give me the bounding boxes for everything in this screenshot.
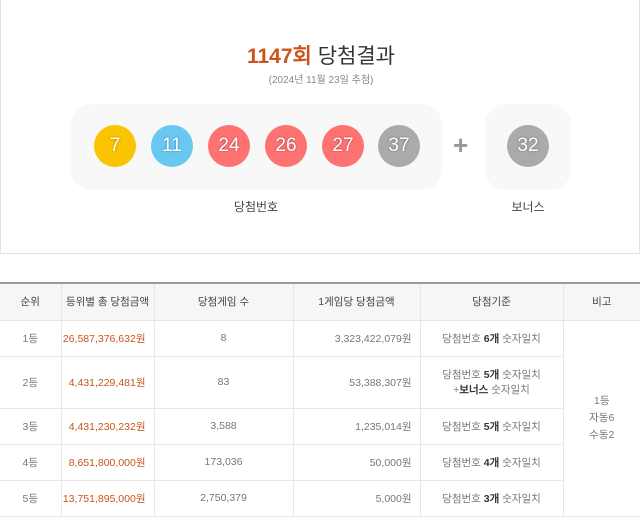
ball: 11 xyxy=(151,125,193,167)
criteria-cell: 당첨번호 5개 숫자일치 +보너스 숫자일치 xyxy=(419,356,563,409)
table-row: 2등 4,431,229,481원 83 53,388,307원 당첨번호 5개… xyxy=(0,356,640,409)
page-title: 1147회 당첨결과 xyxy=(1,40,640,70)
total-amount-cell: 4,431,230,232원 xyxy=(60,408,154,445)
total-amount-cell: 13,751,895,000원 xyxy=(60,480,154,517)
games-cell: 173,036 xyxy=(153,444,293,481)
rank-cell: 3등 xyxy=(0,408,61,445)
col-total: 등위별 총 당첨금액 xyxy=(60,282,154,321)
table-header: 순위 등위별 총 당첨금액 당첨게임 수 1게임당 당첨금액 당첨기준 비고 xyxy=(0,282,640,321)
col-rank: 순위 xyxy=(0,282,61,321)
games-cell: 3,588 xyxy=(153,408,293,445)
col-note: 비고 xyxy=(562,282,640,321)
rank-cell: 1등 xyxy=(0,320,61,357)
per-game-amount-cell: 3,323,422,079원 xyxy=(292,320,420,357)
table-row: 4등 8,651,800,000원 173,036 50,000원 당첨번호 4… xyxy=(0,444,640,481)
per-game-amount-cell: 53,388,307원 xyxy=(292,356,420,409)
bonus-label: 보너스 xyxy=(511,200,545,214)
rank-cell: 2등 xyxy=(0,356,61,409)
table-row: 3등 4,431,230,232원 3,588 1,235,014원 당첨번호 … xyxy=(0,408,640,445)
ball: 26 xyxy=(265,125,307,167)
ball: 37 xyxy=(378,125,420,167)
bonus-ball: 32 xyxy=(507,125,549,167)
total-amount-cell: 26,587,376,632원 xyxy=(60,320,154,357)
round-number: 1147회 xyxy=(246,45,312,68)
ball: 27 xyxy=(322,125,364,167)
total-amount-cell: 4,431,229,481원 xyxy=(60,356,154,409)
rank-cell: 4등 xyxy=(0,444,61,481)
games-cell: 83 xyxy=(153,356,293,409)
col-games: 당첨게임 수 xyxy=(153,282,293,321)
criteria-cell: 당첨번호 4개 숫자일치 xyxy=(419,444,563,481)
plus-icon: + xyxy=(453,130,469,160)
ball: 24 xyxy=(208,125,250,167)
total-amount-cell: 8,651,800,000원 xyxy=(60,444,154,481)
table-row: 1등 26,587,376,632원 8 3,323,422,079원 당첨번호… xyxy=(0,320,640,517)
note-cell: 1등 자동6 수동2 xyxy=(562,320,640,517)
winning-numbers-label: 당첨번호 xyxy=(233,200,279,214)
criteria-cell: 당첨번호 6개 숫자일치 xyxy=(419,320,563,357)
per-game-amount-cell: 5,000원 xyxy=(292,480,420,517)
result-card: 1147회 당첨결과 (2024년 11월 23일 추첨) 7 11 24 26… xyxy=(0,0,640,254)
criteria-cell: 당첨번호 3개 숫자일치 xyxy=(419,480,563,517)
title-text: 당첨결과 xyxy=(317,45,395,68)
table-row: 5등 13,751,895,000원 2,750,379 5,000원 당첨번호… xyxy=(0,480,640,517)
games-cell: 8 xyxy=(153,320,293,357)
draw-date: (2024년 11월 23일 추첨) xyxy=(268,75,374,86)
per-game-amount-cell: 1,235,014원 xyxy=(292,408,420,445)
col-per-game: 1게임당 당첨금액 xyxy=(292,282,420,321)
prize-table: 순위 등위별 총 당첨금액 당첨게임 수 1게임당 당첨금액 당첨기준 비고 1… xyxy=(0,282,640,517)
rank-cell: 5등 xyxy=(0,480,61,517)
criteria-cell: 당첨번호 5개 숫자일치 xyxy=(419,408,563,445)
games-cell: 2,750,379 xyxy=(153,480,293,517)
col-criteria: 당첨기준 xyxy=(419,282,563,321)
ball: 7 xyxy=(94,125,136,167)
per-game-amount-cell: 50,000원 xyxy=(292,444,420,481)
